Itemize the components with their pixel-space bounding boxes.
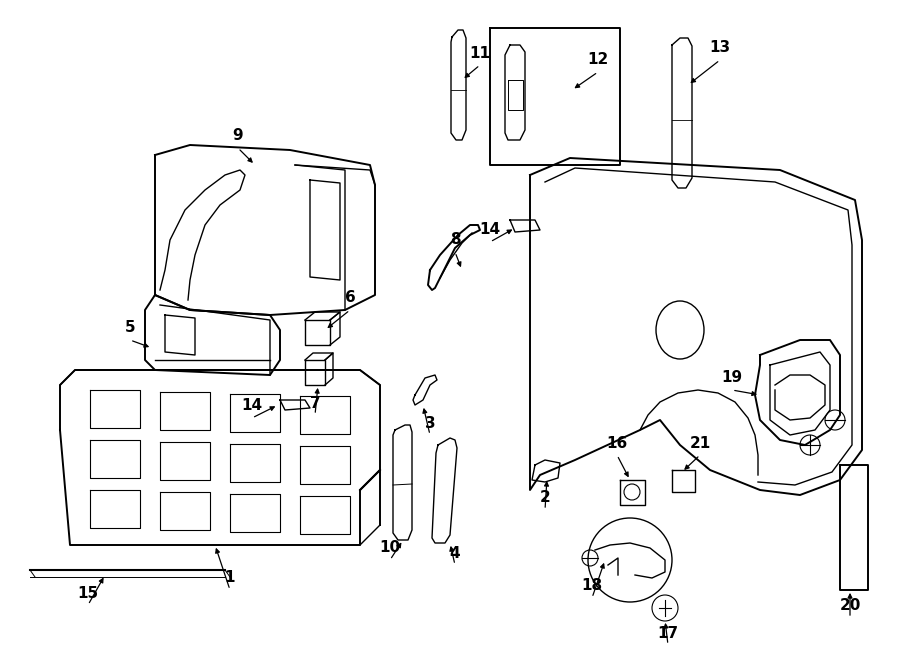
Text: 8: 8: [450, 233, 460, 247]
Text: 5: 5: [125, 321, 135, 336]
Text: 11: 11: [470, 46, 490, 61]
Text: 21: 21: [689, 436, 711, 451]
Text: 20: 20: [840, 598, 860, 613]
Text: 14: 14: [480, 223, 500, 237]
Text: 9: 9: [233, 128, 243, 143]
Text: 12: 12: [588, 52, 608, 67]
Text: 3: 3: [425, 416, 436, 430]
Text: 2: 2: [540, 490, 551, 506]
Text: 18: 18: [581, 578, 603, 594]
Text: 4: 4: [450, 545, 460, 561]
Text: 6: 6: [345, 290, 356, 305]
Text: 13: 13: [709, 40, 731, 56]
Text: 16: 16: [607, 436, 627, 451]
Text: 1: 1: [225, 570, 235, 586]
Text: 15: 15: [77, 586, 99, 600]
Text: 10: 10: [380, 541, 400, 555]
Text: 17: 17: [657, 625, 679, 641]
Text: 14: 14: [241, 399, 263, 414]
Text: 7: 7: [310, 395, 320, 410]
Text: 19: 19: [722, 371, 742, 385]
